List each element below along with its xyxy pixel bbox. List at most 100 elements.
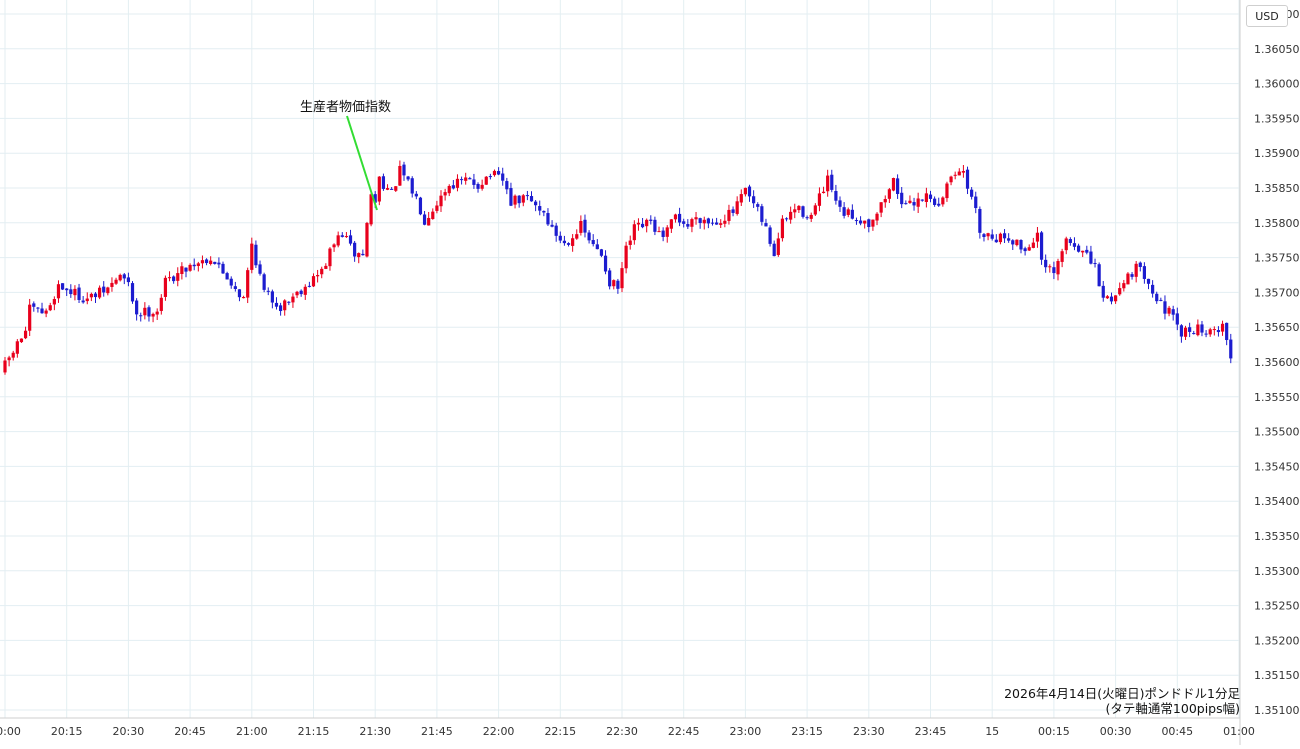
candle: [566, 242, 571, 247]
candle: [1002, 229, 1007, 244]
candle-body: [200, 260, 205, 264]
candle: [196, 261, 200, 272]
candle: [945, 181, 949, 202]
candle-body: [472, 179, 476, 185]
y-tick-label: 1.35400: [1254, 495, 1300, 508]
candle-body: [188, 264, 192, 271]
y-tick-label: 1.35450: [1254, 460, 1300, 473]
candle: [287, 301, 291, 306]
y-tick-label: 1.35600: [1254, 356, 1300, 369]
candle: [390, 186, 394, 190]
candle-body: [546, 213, 550, 225]
candle-body: [106, 287, 110, 294]
candle: [439, 190, 443, 212]
candle-body: [579, 220, 583, 233]
candle-body: [669, 219, 673, 229]
candle: [1208, 327, 1212, 337]
candle-body: [1212, 329, 1216, 331]
candle-body: [307, 285, 311, 287]
candle-body: [139, 315, 143, 317]
candle: [291, 293, 295, 308]
candle: [1011, 239, 1015, 251]
candle-body: [233, 286, 237, 289]
candles: [3, 160, 1233, 375]
candle-body: [990, 234, 994, 239]
candle: [608, 268, 612, 290]
candle: [715, 217, 719, 225]
candle: [850, 204, 854, 220]
candle: [908, 195, 912, 204]
candle-body: [854, 220, 859, 222]
candle-body: [89, 293, 93, 298]
candle-body: [1048, 266, 1052, 268]
candle: [1093, 258, 1097, 268]
candle-body: [879, 202, 883, 213]
candle: [986, 232, 990, 241]
candle: [28, 298, 32, 336]
candle-body: [291, 296, 295, 303]
candle: [583, 214, 587, 238]
candle-body: [303, 286, 307, 295]
candle-body: [941, 197, 945, 205]
candle: [760, 203, 764, 226]
candle: [1126, 272, 1130, 285]
candle: [710, 218, 715, 226]
candle-body: [867, 219, 871, 228]
candle: [1048, 264, 1052, 273]
candle-body: [1142, 266, 1146, 279]
candle-body: [1118, 288, 1122, 295]
candle: [550, 220, 554, 228]
candle: [278, 302, 283, 316]
candle-body: [1146, 278, 1151, 284]
candle-body: [1196, 324, 1200, 336]
candle: [85, 292, 89, 305]
candle-body: [406, 176, 410, 180]
x-tick-label: 23:45: [915, 725, 947, 738]
candle: [1039, 230, 1044, 265]
candle: [1179, 324, 1184, 343]
candle: [772, 240, 776, 257]
candle-body: [184, 267, 188, 272]
candle: [73, 285, 77, 301]
candle-body: [554, 225, 558, 236]
candle: [1023, 246, 1027, 256]
candle-body: [727, 209, 731, 221]
candle: [332, 243, 336, 252]
candle: [1212, 326, 1216, 336]
candle: [867, 218, 871, 233]
candle-body: [48, 305, 52, 311]
candle: [414, 191, 418, 200]
candle-body: [776, 238, 780, 255]
candle-body: [731, 209, 735, 213]
candle-body: [1101, 285, 1105, 298]
candle-body: [801, 206, 805, 217]
candle: [990, 229, 994, 241]
caption-line-1: 2026年4月14日(火曜日)ポンドドル1分足: [1004, 686, 1240, 701]
candle-body: [1097, 264, 1101, 287]
candle: [834, 184, 838, 205]
candle-body: [102, 286, 106, 293]
candle-body: [764, 223, 768, 227]
candle-body: [978, 208, 982, 233]
candle-body: [418, 197, 423, 215]
candle-body: [1134, 263, 1138, 277]
candle: [1175, 307, 1179, 331]
candle-body: [661, 230, 665, 237]
candle-body: [172, 276, 176, 282]
candle: [941, 196, 945, 207]
candle-body: [1179, 325, 1184, 337]
candle: [863, 220, 867, 229]
y-tick-label: 1.35150: [1254, 669, 1300, 682]
candle: [221, 261, 225, 274]
candle: [1159, 297, 1163, 302]
candle-body: [122, 274, 126, 279]
candle-body: [706, 218, 710, 224]
y-tick-label: 1.35300: [1254, 565, 1300, 578]
candle-body: [287, 301, 291, 303]
candle: [381, 173, 386, 191]
candle: [694, 211, 698, 225]
candle: [139, 312, 143, 322]
candle-body: [657, 231, 661, 233]
candle: [978, 206, 982, 239]
x-tick-label: 22:30: [606, 725, 638, 738]
